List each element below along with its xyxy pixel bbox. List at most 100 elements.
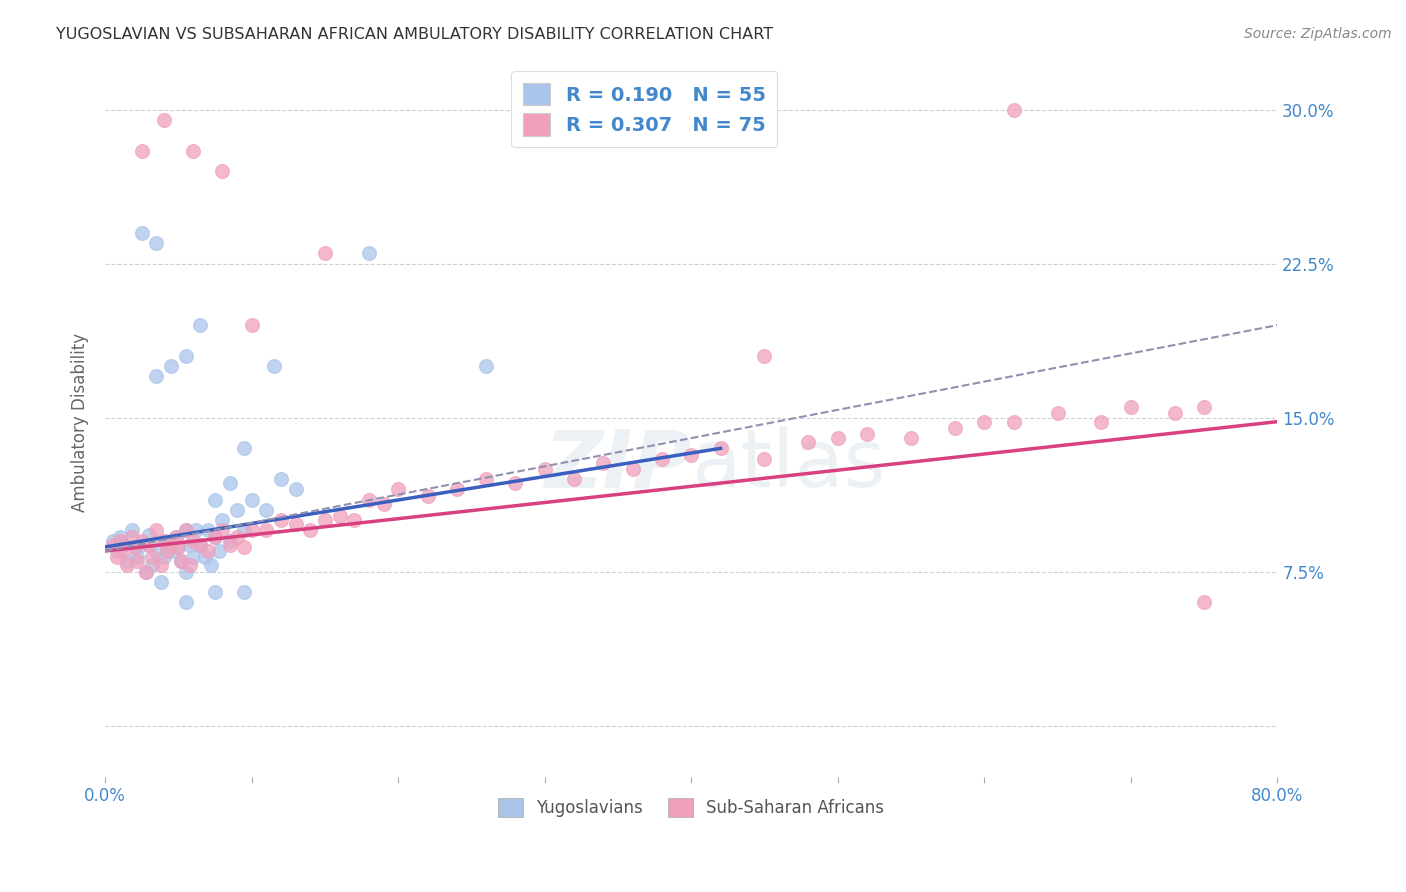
Point <box>135 565 157 579</box>
Point <box>160 359 183 374</box>
Point <box>124 540 146 554</box>
Point <box>856 427 879 442</box>
Point <box>204 530 226 544</box>
Point <box>270 472 292 486</box>
Point <box>165 530 187 544</box>
Point <box>299 524 322 538</box>
Point <box>211 513 233 527</box>
Point <box>153 550 176 565</box>
Point <box>149 558 172 573</box>
Point <box>153 112 176 127</box>
Point <box>329 509 352 524</box>
Point <box>197 544 219 558</box>
Text: Source: ZipAtlas.com: Source: ZipAtlas.com <box>1244 27 1392 41</box>
Point <box>505 476 527 491</box>
Point <box>131 533 153 548</box>
Point <box>240 524 263 538</box>
Point <box>1090 415 1112 429</box>
Point <box>357 246 380 260</box>
Point <box>121 524 143 538</box>
Point <box>211 524 233 538</box>
Point <box>124 540 146 554</box>
Point <box>115 558 138 573</box>
Point <box>174 524 197 538</box>
Point <box>170 554 193 568</box>
Point <box>204 530 226 544</box>
Y-axis label: Ambulatory Disability: Ambulatory Disability <box>72 333 89 512</box>
Legend: Yugoslavians, Sub-Saharan Africans: Yugoslavians, Sub-Saharan Africans <box>489 789 893 825</box>
Point <box>174 565 197 579</box>
Point <box>226 503 249 517</box>
Point <box>127 550 149 565</box>
Point <box>314 513 336 527</box>
Point <box>827 431 849 445</box>
Point <box>211 164 233 178</box>
Point <box>1002 103 1025 117</box>
Point <box>416 489 439 503</box>
Point <box>240 318 263 333</box>
Point <box>621 462 644 476</box>
Point <box>121 530 143 544</box>
Point <box>141 558 163 573</box>
Point <box>141 550 163 565</box>
Point <box>101 538 124 552</box>
Point <box>754 451 776 466</box>
Point <box>184 524 207 538</box>
Point <box>105 544 128 558</box>
Point <box>797 435 820 450</box>
Point <box>190 538 212 552</box>
Point <box>153 533 176 548</box>
Point <box>1046 407 1069 421</box>
Point <box>145 524 167 538</box>
Point <box>149 574 172 589</box>
Point <box>900 431 922 445</box>
Point <box>138 538 160 552</box>
Point <box>174 349 197 363</box>
Point <box>475 472 498 486</box>
Point <box>284 517 307 532</box>
Point <box>105 550 128 565</box>
Point <box>174 595 197 609</box>
Point <box>270 513 292 527</box>
Point <box>153 533 176 548</box>
Point <box>475 359 498 374</box>
Point <box>101 533 124 548</box>
Point <box>651 451 673 466</box>
Point <box>111 538 134 552</box>
Point <box>240 492 263 507</box>
Point <box>284 483 307 497</box>
Text: YUGOSLAVIAN VS SUBSAHARAN AFRICAN AMBULATORY DISABILITY CORRELATION CHART: YUGOSLAVIAN VS SUBSAHARAN AFRICAN AMBULA… <box>56 27 773 42</box>
Point <box>681 448 703 462</box>
Text: atlas: atlas <box>692 426 886 504</box>
Point <box>167 540 190 554</box>
Point <box>190 318 212 333</box>
Point <box>181 533 204 548</box>
Point <box>533 112 555 127</box>
Point <box>709 442 731 456</box>
Point <box>1192 595 1215 609</box>
Point <box>127 554 149 568</box>
Point <box>145 544 167 558</box>
Point <box>156 538 179 552</box>
Point <box>314 246 336 260</box>
Point <box>373 497 395 511</box>
Point <box>218 538 240 552</box>
Point <box>233 442 256 456</box>
Point <box>181 144 204 158</box>
Point <box>233 524 256 538</box>
Point <box>1002 415 1025 429</box>
Point <box>592 456 614 470</box>
Point <box>138 527 160 541</box>
Point <box>1119 401 1142 415</box>
Point <box>165 530 187 544</box>
Point <box>200 558 222 573</box>
Point <box>1164 407 1187 421</box>
Point <box>446 483 468 497</box>
Point <box>263 359 285 374</box>
Point <box>973 415 995 429</box>
Point <box>131 538 153 552</box>
Point <box>174 524 197 538</box>
Point <box>160 538 183 552</box>
Point <box>160 544 183 558</box>
Point <box>254 524 277 538</box>
